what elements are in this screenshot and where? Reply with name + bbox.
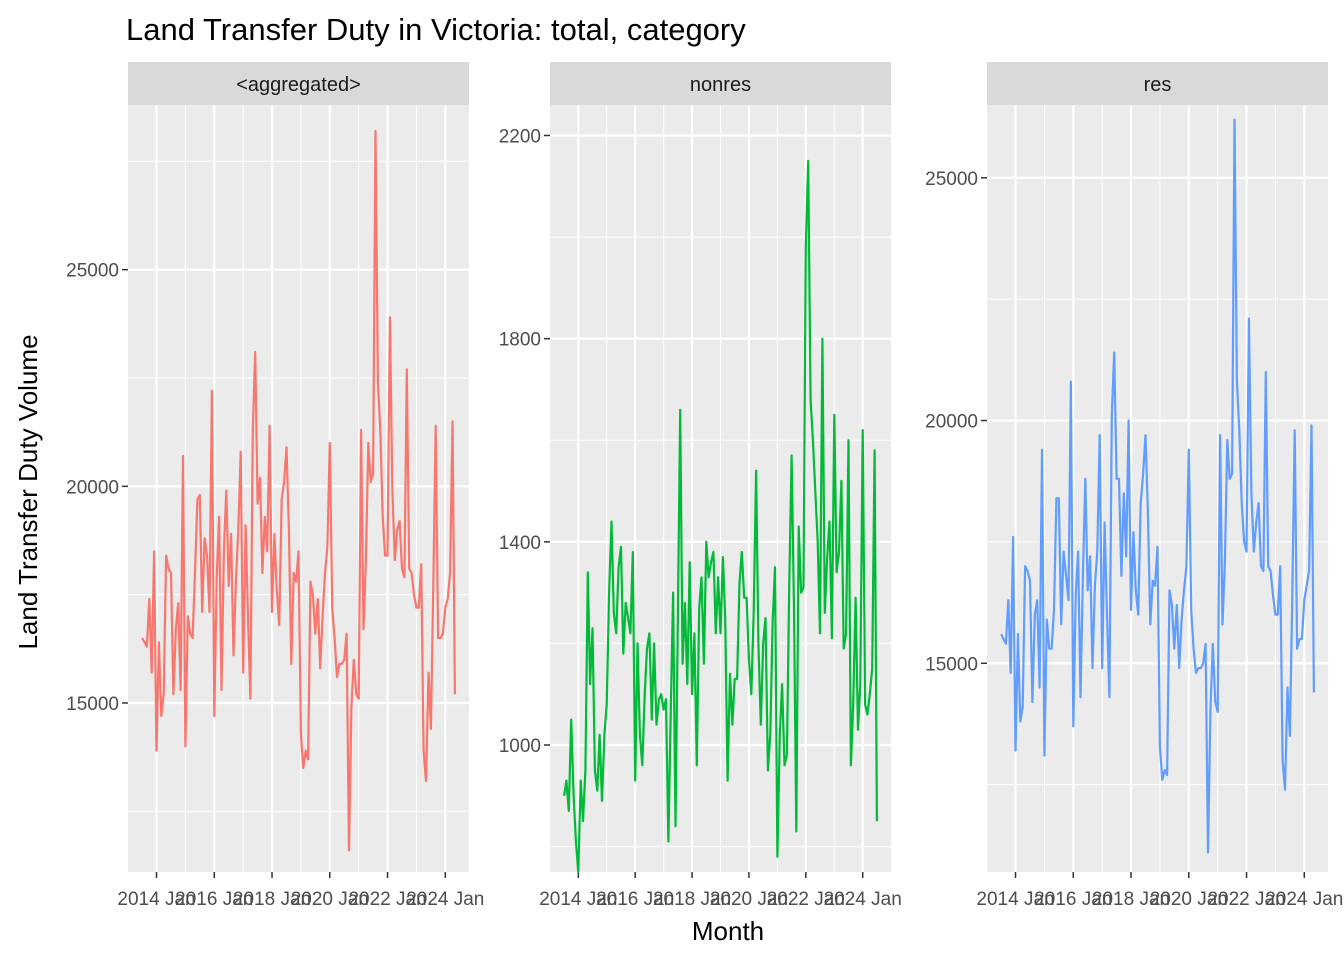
panel-background: [128, 105, 469, 872]
x-tick-label: 2016 Jan: [175, 889, 253, 910]
facet-strip: [128, 62, 469, 105]
facet-strip-label: res: [1144, 74, 1172, 96]
y-tick-label: 1000: [499, 736, 541, 757]
y-tick-label: 25000: [925, 169, 978, 190]
y-tick-label: 2200: [499, 126, 541, 147]
facet-strip: [550, 62, 891, 105]
facet-panel-0: <aggregated> 15000 20000 25000 2014 Jan2016 …: [66, 62, 484, 910]
series-line-res: [1000, 118, 1315, 854]
series-line-aggregated: [141, 129, 456, 852]
x-tick-label: 2018 Jan: [1092, 889, 1170, 910]
x-tick-label: 2020 Jan: [291, 889, 369, 910]
x-tick-label: 2016 Jan: [1034, 889, 1112, 910]
x-tick-label: 2020 Jan: [1150, 889, 1228, 910]
x-tick-label: 2024 Jan: [406, 889, 484, 910]
x-tick-label: 2024 Jan: [824, 889, 902, 910]
x-tick-label: 2016 Jan: [596, 889, 674, 910]
y-tick-label: 1400: [499, 533, 541, 554]
y-tick-label: 1800: [499, 330, 541, 351]
x-tick-label: 2018 Jan: [653, 889, 731, 910]
chart-title: Land Transfer Duty in Victoria: total, c…: [126, 12, 746, 47]
x-tick-label: 2024 Jan: [1265, 889, 1343, 910]
x-axis-title: Month: [692, 916, 764, 946]
x-tick-label: 2018 Jan: [233, 889, 311, 910]
facet-strip-label: nonres: [690, 74, 751, 96]
y-tick-label: 15000: [925, 654, 978, 675]
facet-strip: [987, 62, 1328, 105]
x-tick-label: 2022 Jan: [348, 889, 426, 910]
y-tick-label: 15000: [66, 694, 119, 715]
x-tick-label: 2014 Jan: [539, 889, 617, 910]
x-tick-label: 2022 Jan: [767, 889, 845, 910]
y-tick-label: 20000: [66, 477, 119, 498]
y-tick-label: 25000: [66, 261, 119, 282]
panel-background: [987, 105, 1328, 872]
facet-strip-label: <aggregated>: [236, 74, 361, 96]
x-tick-label: 2022 Jan: [1207, 889, 1285, 910]
x-tick-label: 2014 Jan: [117, 889, 195, 910]
series-line-nonres: [563, 159, 879, 874]
x-tick-label: 2014 Jan: [976, 889, 1054, 910]
y-tick-label: 20000: [925, 412, 978, 433]
x-tick-label: 2020 Jan: [710, 889, 788, 910]
y-axis-title: Land Transfer Duty Volume: [13, 334, 43, 649]
